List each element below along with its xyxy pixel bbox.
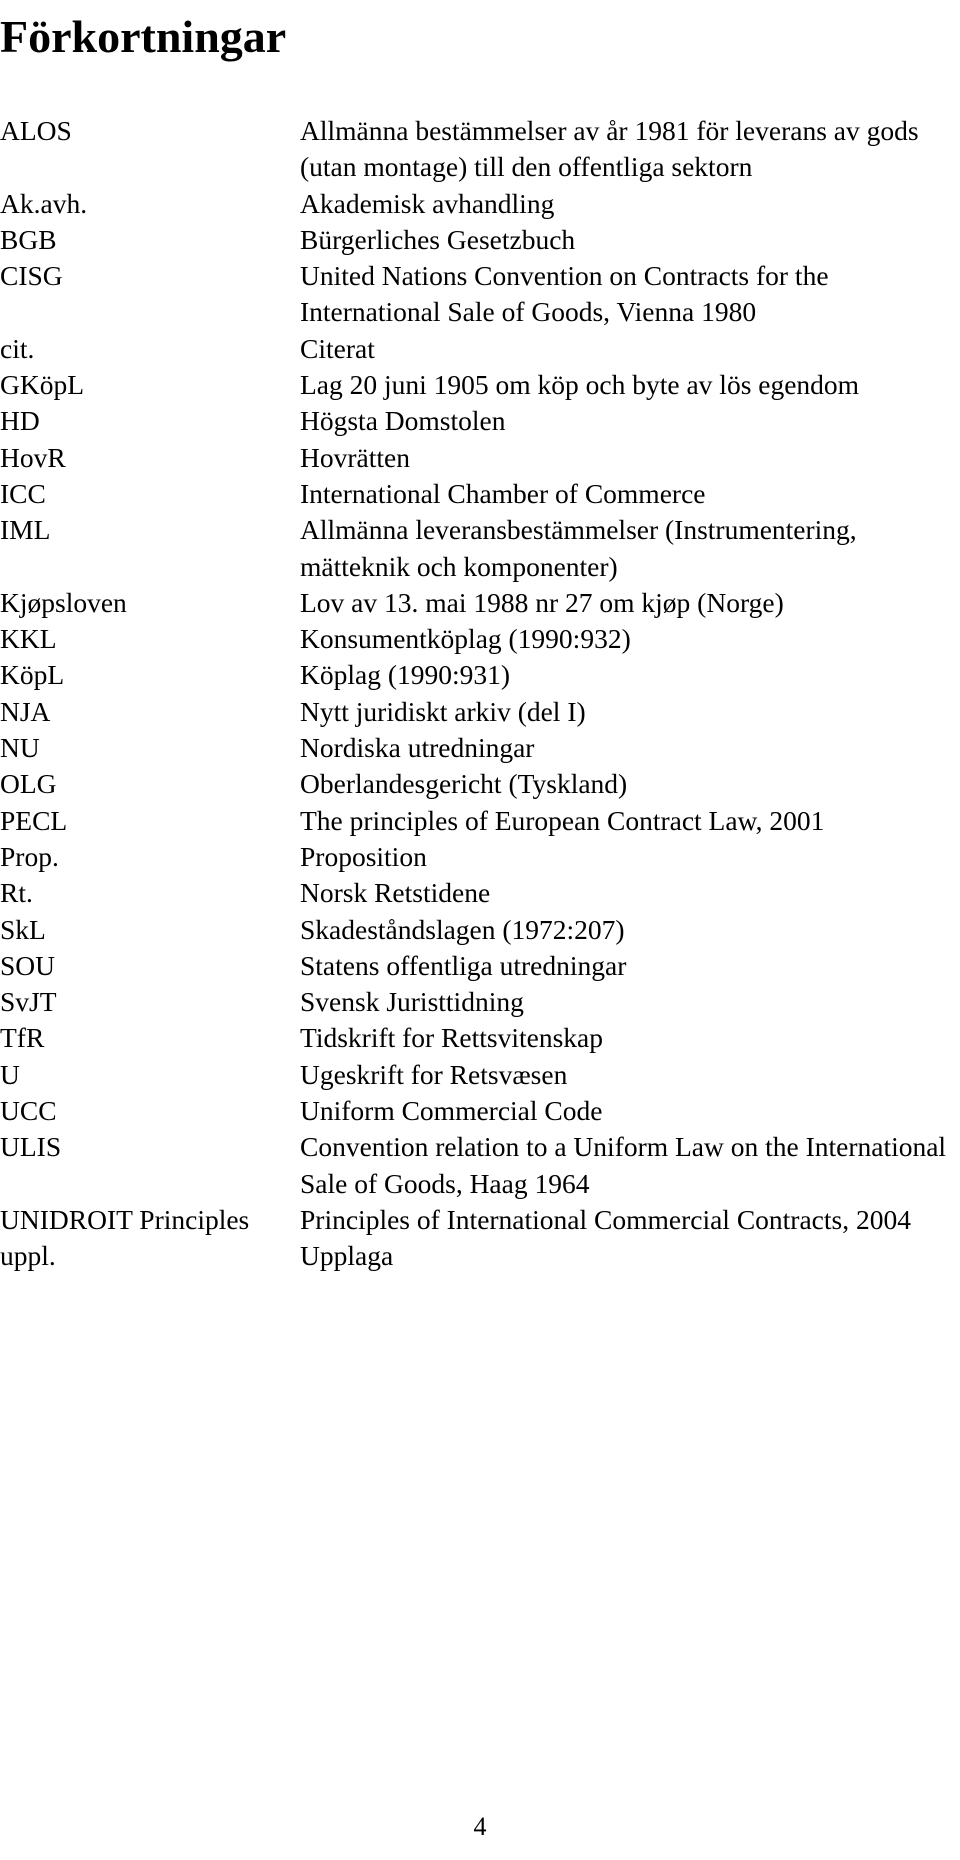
abbreviation-definition: Lag 20 juni 1905 om köp och byte av lös … <box>300 367 960 403</box>
abbreviation-row: ULISConvention relation to a Uniform Law… <box>0 1129 960 1202</box>
abbreviation-definition: Oberlandesgericht (Tyskland) <box>300 766 960 802</box>
abbreviation-term: SkL <box>0 912 300 948</box>
abbreviation-definition: Statens offentliga utredningar <box>300 948 960 984</box>
abbreviation-definition: Uniform Commercial Code <box>300 1093 960 1129</box>
abbreviation-definition: Köplag (1990:931) <box>300 657 960 693</box>
abbreviation-definition: Upplaga <box>300 1238 960 1274</box>
abbreviation-term: UNIDROIT Principles <box>0 1202 300 1238</box>
abbreviation-definition: Tidskrift for Rettsvitenskap <box>300 1020 960 1056</box>
abbreviation-term: TfR <box>0 1020 300 1056</box>
abbreviation-row: UCCUniform Commercial Code <box>0 1093 960 1129</box>
abbreviation-term: SvJT <box>0 984 300 1020</box>
abbreviation-row: SvJTSvensk Juristtidning <box>0 984 960 1020</box>
abbreviation-term: U <box>0 1057 300 1093</box>
abbreviation-row: Ak.avh.Akademisk avhandling <box>0 186 960 222</box>
abbreviation-definition: Skadeståndslagen (1972:207) <box>300 912 960 948</box>
abbreviation-definition: Proposition <box>300 839 960 875</box>
abbreviation-definition: Högsta Domstolen <box>300 403 960 439</box>
abbreviation-definition: Principles of International Commercial C… <box>300 1202 960 1238</box>
abbreviation-row: NJANytt juridiskt arkiv (del I) <box>0 694 960 730</box>
abbreviation-row: KöpLKöplag (1990:931) <box>0 657 960 693</box>
page-title: Förkortningar <box>0 0 960 63</box>
abbreviation-row: IMLAllmänna leveransbestämmelser (Instru… <box>0 512 960 585</box>
abbreviation-term: HovR <box>0 440 300 476</box>
abbreviation-term: CISG <box>0 258 300 294</box>
abbreviation-definition: Hovrätten <box>300 440 960 476</box>
abbreviation-definition: Ugeskrift for Retsvæsen <box>300 1057 960 1093</box>
abbreviation-definition: Nytt juridiskt arkiv (del I) <box>300 694 960 730</box>
abbreviation-term: KöpL <box>0 657 300 693</box>
abbreviation-term: NJA <box>0 694 300 730</box>
abbreviation-definition: United Nations Convention on Contracts f… <box>300 258 960 331</box>
abbreviation-row: uppl.Upplaga <box>0 1238 960 1274</box>
abbreviation-row: HDHögsta Domstolen <box>0 403 960 439</box>
abbreviation-row: TfRTidskrift for Rettsvitenskap <box>0 1020 960 1056</box>
abbreviation-term: ICC <box>0 476 300 512</box>
abbreviation-row: ALOSAllmänna bestämmelser av år 1981 för… <box>0 113 960 186</box>
abbreviation-row: Prop.Proposition <box>0 839 960 875</box>
abbreviation-definition: Bürgerliches Gesetzbuch <box>300 222 960 258</box>
abbreviation-definition: Citerat <box>300 331 960 367</box>
abbreviation-row: KKLKonsumentköplag (1990:932) <box>0 621 960 657</box>
abbreviation-term: ALOS <box>0 113 300 149</box>
abbreviation-row: ICCInternational Chamber of Commerce <box>0 476 960 512</box>
abbreviation-term: GKöpL <box>0 367 300 403</box>
page-number: 4 <box>0 1812 960 1842</box>
abbreviation-term: PECL <box>0 803 300 839</box>
abbreviation-row: UUgeskrift for Retsvæsen <box>0 1057 960 1093</box>
abbreviation-definition: Allmänna bestämmelser av år 1981 för lev… <box>300 113 960 186</box>
abbreviation-term: IML <box>0 512 300 548</box>
abbreviation-definition: Svensk Juristtidning <box>300 984 960 1020</box>
abbreviation-term: Ak.avh. <box>0 186 300 222</box>
abbreviation-row: SOUStatens offentliga utredningar <box>0 948 960 984</box>
abbreviation-term: Kjøpsloven <box>0 585 300 621</box>
abbreviation-term: UCC <box>0 1093 300 1129</box>
abbreviation-row: NUNordiska utredningar <box>0 730 960 766</box>
abbreviation-row: CISGUnited Nations Convention on Contrac… <box>0 258 960 331</box>
abbreviation-term: cit. <box>0 331 300 367</box>
abbreviation-term: NU <box>0 730 300 766</box>
abbreviation-row: SkLSkadeståndslagen (1972:207) <box>0 912 960 948</box>
abbreviation-term: Prop. <box>0 839 300 875</box>
abbreviation-row: PECLThe principles of European Contract … <box>0 803 960 839</box>
abbreviation-row: KjøpslovenLov av 13. mai 1988 nr 27 om k… <box>0 585 960 621</box>
abbreviation-row: Rt.Norsk Retstidene <box>0 875 960 911</box>
abbreviation-row: cit.Citerat <box>0 331 960 367</box>
abbreviation-row: OLGOberlandesgericht (Tyskland) <box>0 766 960 802</box>
abbreviation-term: SOU <box>0 948 300 984</box>
abbreviation-definition: The principles of European Contract Law,… <box>300 803 960 839</box>
abbreviation-definition: Konsumentköplag (1990:932) <box>300 621 960 657</box>
abbreviation-term: Rt. <box>0 875 300 911</box>
abbreviation-term: HD <box>0 403 300 439</box>
abbreviation-term: BGB <box>0 222 300 258</box>
abbreviation-term: uppl. <box>0 1238 300 1274</box>
abbreviation-list: ALOSAllmänna bestämmelser av år 1981 för… <box>0 113 960 1275</box>
abbreviation-term: ULIS <box>0 1129 300 1165</box>
abbreviation-term: KKL <box>0 621 300 657</box>
abbreviation-definition: Norsk Retstidene <box>300 875 960 911</box>
abbreviation-row: GKöpLLag 20 juni 1905 om köp och byte av… <box>0 367 960 403</box>
document-page: Förkortningar ALOSAllmänna bestämmelser … <box>0 0 960 1860</box>
abbreviation-definition: Akademisk avhandling <box>300 186 960 222</box>
abbreviation-definition: Allmänna leveransbestämmelser (Instrumen… <box>300 512 960 585</box>
abbreviation-row: UNIDROIT PrinciplesPrinciples of Interna… <box>0 1202 960 1238</box>
abbreviation-definition: International Chamber of Commerce <box>300 476 960 512</box>
abbreviation-definition: Nordiska utredningar <box>300 730 960 766</box>
abbreviation-definition: Convention relation to a Uniform Law on … <box>300 1129 960 1202</box>
abbreviation-row: HovRHovrätten <box>0 440 960 476</box>
abbreviation-definition: Lov av 13. mai 1988 nr 27 om kjøp (Norge… <box>300 585 960 621</box>
abbreviation-term: OLG <box>0 766 300 802</box>
abbreviation-row: BGBBürgerliches Gesetzbuch <box>0 222 960 258</box>
